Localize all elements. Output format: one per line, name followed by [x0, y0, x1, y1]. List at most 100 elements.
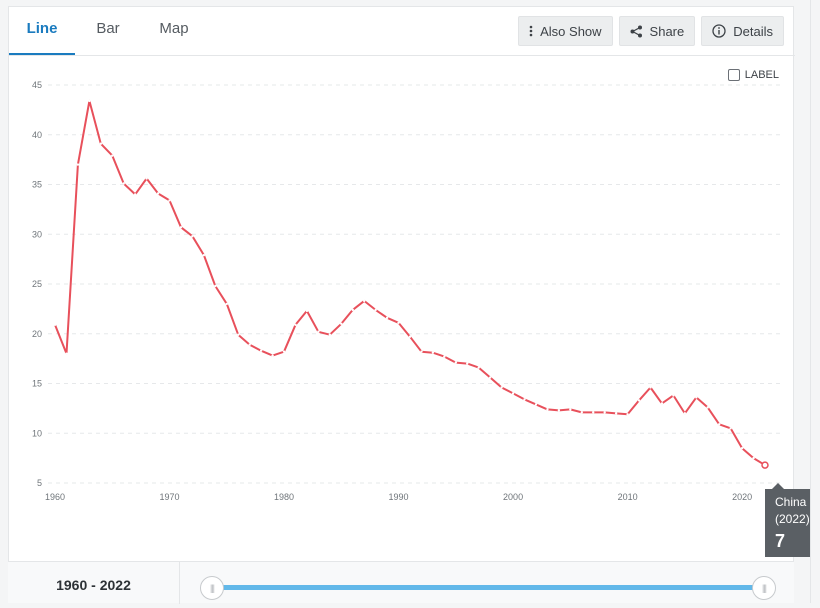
also-show-label: Also Show [540, 23, 602, 39]
data-point [317, 330, 320, 333]
data-point [557, 409, 561, 412]
data-point [592, 411, 595, 414]
share-icon [630, 25, 643, 38]
data-point [649, 386, 652, 389]
data-point [111, 154, 114, 157]
x-tick-label: 2000 [503, 492, 523, 502]
data-point [294, 323, 297, 326]
data-point [431, 351, 435, 354]
data-point [374, 308, 377, 312]
data-point [328, 333, 332, 336]
data-point [740, 446, 744, 450]
tabs-divider [9, 55, 795, 56]
tab-bar[interactable]: Bar [96, 20, 120, 37]
data-point [191, 235, 194, 238]
data-point [603, 411, 606, 414]
data-point [397, 321, 400, 325]
data-point [214, 284, 217, 288]
tooltip-country: China [775, 495, 807, 509]
right-panel-edge [810, 0, 820, 603]
x-tick-label: 2020 [732, 492, 752, 502]
tooltip-year: (2022) [775, 512, 810, 526]
data-point [133, 193, 137, 196]
y-tick-label: 45 [32, 80, 42, 90]
share-button[interactable]: Share [618, 16, 696, 46]
y-tick-label: 35 [32, 180, 42, 190]
data-point [523, 398, 526, 401]
highlighted-data-point [761, 461, 769, 469]
data-point [683, 412, 687, 415]
line-chart: 5 10 15 20 25 30 35 40 45 1960 1970 1980 1990 2000 201… [32, 80, 784, 502]
data-point [477, 366, 480, 369]
data-point [729, 427, 732, 430]
x-tick-label: 2010 [618, 492, 638, 502]
data-point [511, 392, 515, 395]
tab-map[interactable]: Map [159, 20, 189, 37]
data-point [637, 399, 641, 402]
tab-line[interactable]: Line [9, 7, 75, 55]
y-tick-label: 20 [32, 329, 42, 339]
grip-icon: ||| [209, 583, 215, 593]
data-point [546, 408, 549, 411]
data-point [660, 402, 664, 405]
data-point [695, 396, 698, 399]
range-slider-start-handle[interactable]: ||| [200, 576, 224, 600]
data-point [248, 343, 251, 346]
data-point [408, 335, 412, 338]
toolbar: Also Show Share Details [518, 16, 784, 46]
data-point [626, 413, 629, 416]
data-point [305, 309, 309, 313]
data-point [340, 322, 343, 325]
data-point [580, 411, 583, 414]
data-point [466, 362, 469, 365]
data-point [500, 386, 503, 389]
y-tick-label: 25 [32, 279, 42, 289]
x-tick-label: 1990 [389, 492, 409, 502]
data-point [569, 408, 572, 411]
data-point [271, 354, 274, 357]
range-slider-track[interactable] [220, 585, 772, 590]
x-tick-label: 1960 [45, 492, 65, 502]
y-tick-label: 30 [32, 229, 42, 239]
view-tabs: Line Bar Map [9, 7, 207, 55]
data-point [717, 423, 721, 426]
range-start: 1960 [56, 577, 88, 593]
year-range: 1960 - 2022 [8, 562, 180, 604]
label-checkbox[interactable] [727, 69, 740, 81]
share-label: Share [649, 23, 685, 39]
grip-icon: ||| [761, 583, 767, 593]
data-point [53, 323, 57, 326]
data-point [351, 308, 354, 312]
data-point [488, 376, 492, 379]
data-point [282, 350, 286, 353]
range-bar: 1960 - 2022 ||| ||| [8, 561, 794, 604]
data-point [99, 142, 103, 145]
tooltip-arrow [772, 483, 784, 489]
data-point [145, 177, 148, 180]
label-toggle[interactable]: LABEL [727, 69, 779, 81]
chart-card: Line Bar Map Also Show Share Details LAB… [8, 6, 795, 603]
data-point [534, 403, 538, 406]
data-point [156, 192, 160, 195]
data-point [179, 226, 183, 229]
data-point [88, 99, 91, 103]
data-point [168, 199, 171, 202]
data-point [202, 253, 206, 257]
details-button[interactable]: Details [701, 16, 784, 46]
data-point [65, 352, 68, 355]
data-point [443, 355, 446, 358]
y-tick-label: 40 [32, 130, 42, 140]
data-point [752, 456, 755, 460]
also-show-button[interactable]: Also Show [518, 16, 613, 46]
details-label: Details [733, 23, 773, 39]
y-tick-label: 5 [37, 478, 42, 488]
tooltip-value: 7 [775, 531, 786, 551]
data-point [420, 350, 423, 353]
range-slider-end-handle[interactable]: ||| [752, 576, 776, 600]
y-tick-label: 10 [32, 428, 42, 438]
x-tick-label: 1970 [160, 492, 180, 502]
y-tick-label: 15 [32, 379, 42, 389]
data-point [614, 412, 618, 415]
data-point [225, 302, 228, 306]
data-point [385, 316, 389, 320]
